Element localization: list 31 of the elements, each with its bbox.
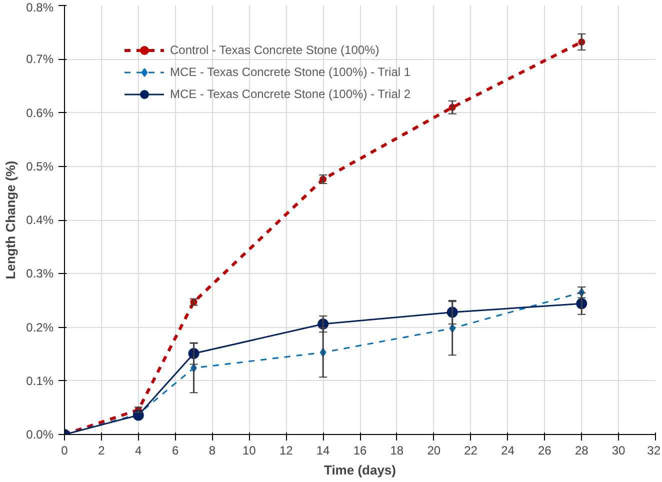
y-axis-title: Length Change (%) xyxy=(3,160,18,280)
y-tick-label: 0.1% xyxy=(26,374,54,388)
y-tick-label: 0.3% xyxy=(26,266,54,281)
y-tick-label: 0.7% xyxy=(26,52,54,66)
x-tick-label: 6 xyxy=(172,444,179,458)
x-tick-label: 16 xyxy=(353,444,367,458)
x-tick-label: 20 xyxy=(427,444,441,458)
x-tick-label: 28 xyxy=(574,444,589,458)
y-tick-label: 0.5% xyxy=(26,159,54,174)
legend-label: Control - Texas Concrete Stone (100%) xyxy=(170,43,380,57)
x-tick-label: 0 xyxy=(61,444,68,458)
y-tick-label: 0.6% xyxy=(26,106,54,120)
x-tick-label: 4 xyxy=(135,444,142,458)
x-tick-label: 2 xyxy=(98,444,106,458)
x-tick-label: 8 xyxy=(208,444,216,458)
y-tick-label: 0.0% xyxy=(26,428,54,442)
x-tick-label: 12 xyxy=(279,444,294,458)
y-tick-label: 0.8% xyxy=(26,0,54,14)
x-tick-label: 26 xyxy=(538,444,552,458)
y-tick-label: 0.2% xyxy=(26,320,54,334)
y-tick-label: 0.4% xyxy=(26,213,54,227)
x-tick-label: 30 xyxy=(612,444,626,458)
x-tick-label: 24 xyxy=(501,444,515,458)
legend-label: MCE - Texas Concrete Stone (100%) - Trial 1 xyxy=(170,65,411,79)
x-tick-label: 22 xyxy=(464,444,478,458)
x-tick-label: 14 xyxy=(316,444,330,458)
legend-label: MCE - Texas Concrete Stone (100%) - Trial 2 xyxy=(170,87,411,101)
x-tick-label: 32 xyxy=(647,444,661,458)
x-tick-label: 10 xyxy=(242,444,256,458)
x-axis-title: Time (days) xyxy=(324,462,396,478)
x-tick-label: 18 xyxy=(390,444,404,458)
